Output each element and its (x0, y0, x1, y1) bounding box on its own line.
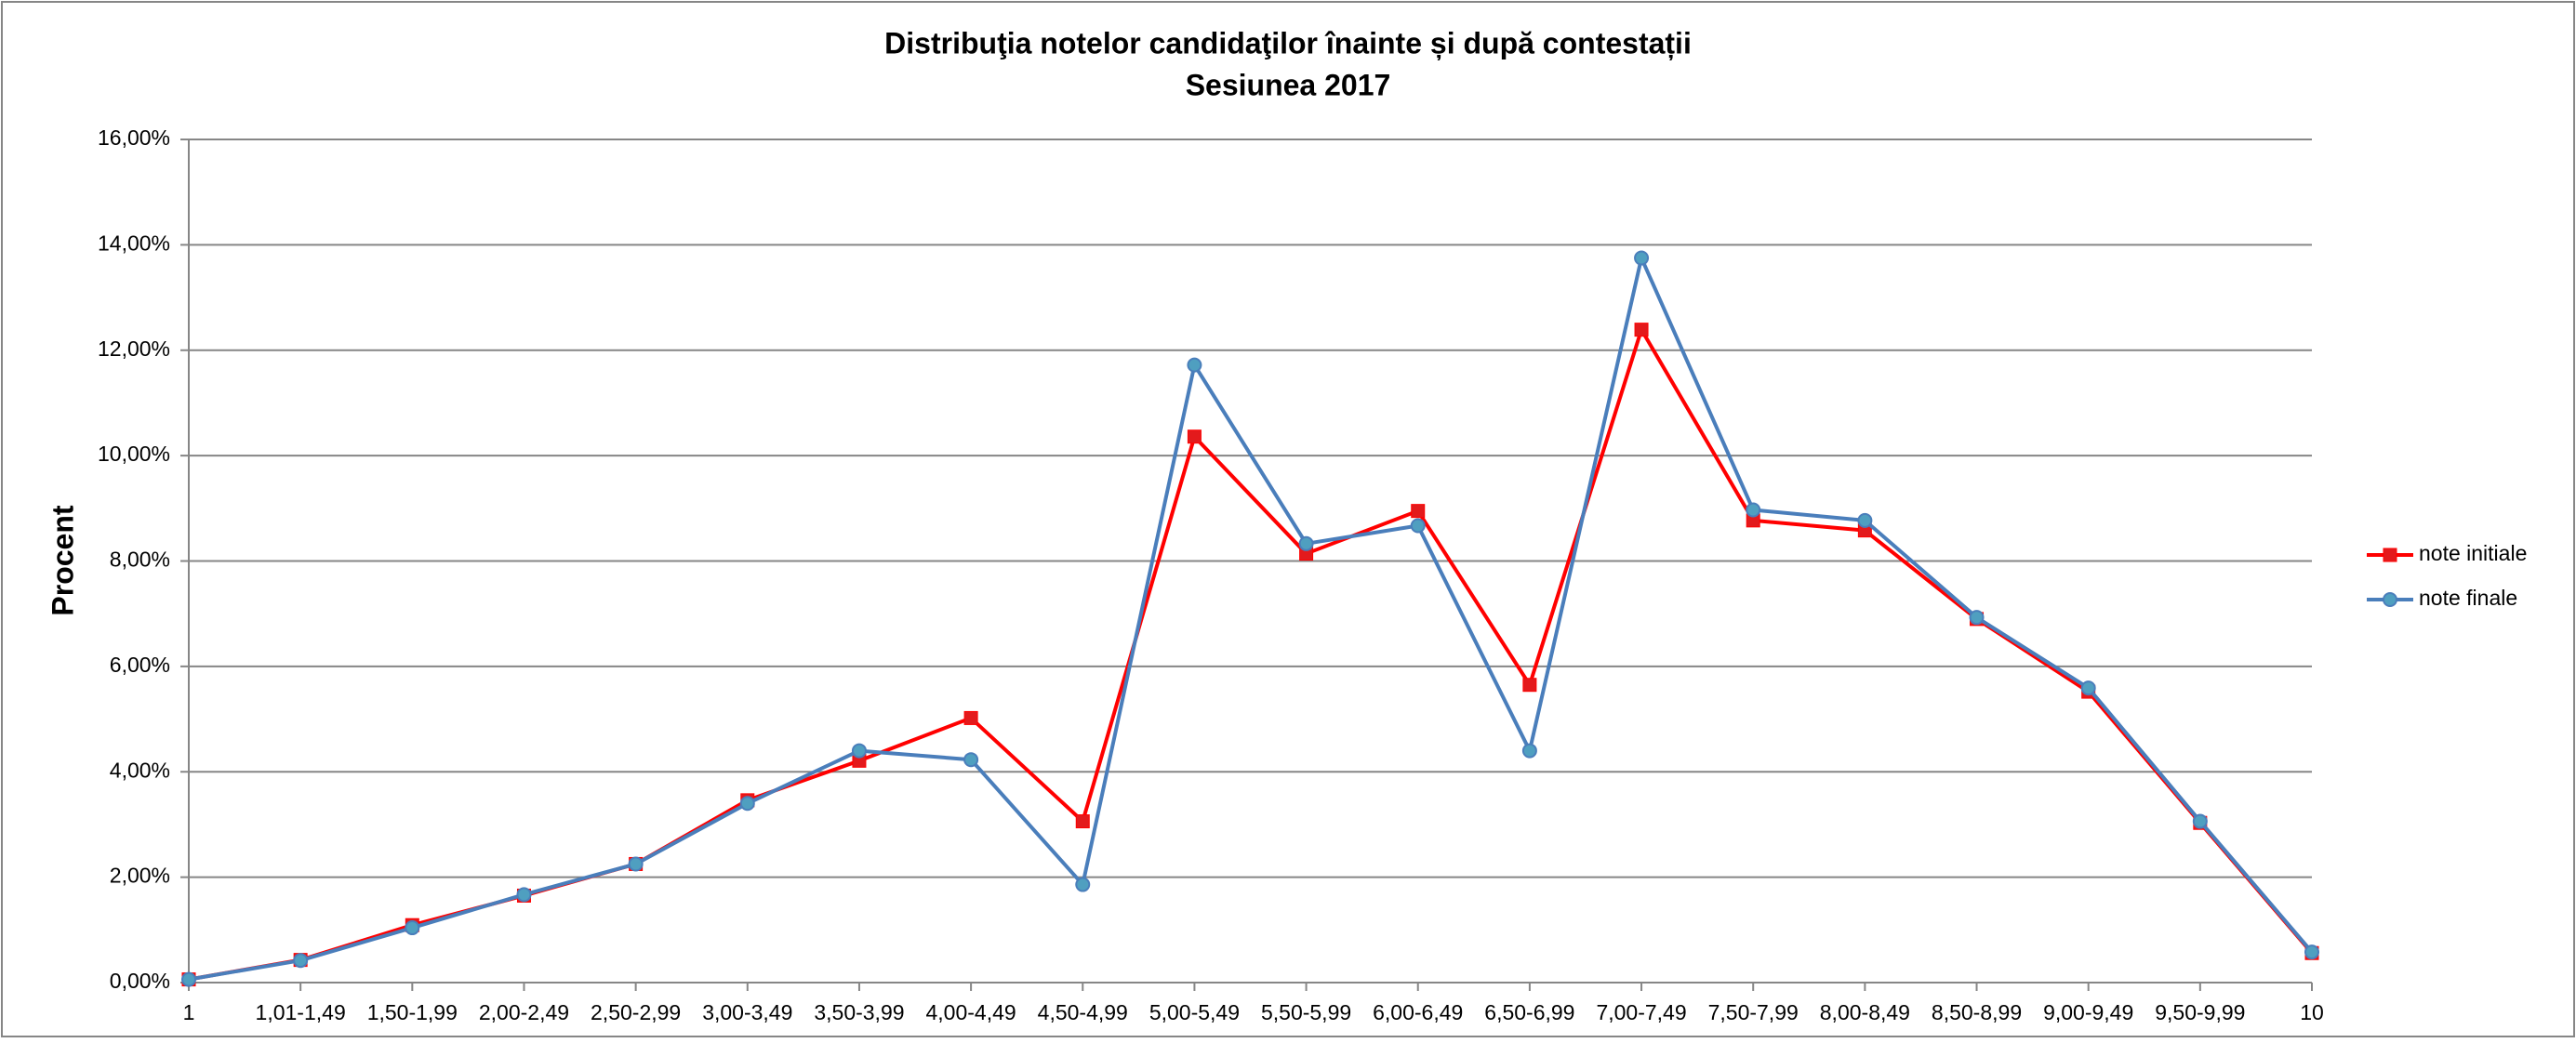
marker (293, 953, 309, 969)
x-tick-label: 8,00-8,49 (1820, 1000, 1910, 1024)
marker (1411, 504, 1426, 519)
x-tick-label: 5,00-5,49 (1149, 1000, 1240, 1024)
chart-subtitle: Sesiunea 2017 (1186, 68, 1391, 101)
marker (1075, 877, 1091, 892)
y-tick-label: 12,00% (98, 337, 170, 361)
x-tick-label: 2,50-2,99 (591, 1000, 681, 1024)
marker (2383, 592, 2397, 607)
marker (1969, 610, 1985, 626)
y-tick-label: 10,00% (98, 442, 170, 466)
marker (2304, 944, 2319, 960)
marker (739, 796, 755, 812)
legend-label: note initiale (2419, 541, 2527, 565)
marker (1410, 518, 1426, 534)
x-tick-label: 1,50-1,99 (367, 1000, 458, 1024)
marker (516, 887, 532, 903)
legend-label: note finale (2419, 586, 2517, 610)
marker (851, 743, 867, 759)
marker (1075, 814, 1090, 829)
marker (1522, 678, 1537, 693)
y-tick-label: 4,00% (110, 758, 170, 782)
x-tick-label: 10 (2300, 1000, 2324, 1024)
x-tick-label: 3,00-3,49 (702, 1000, 792, 1024)
marker (405, 920, 420, 936)
y-tick-label: 2,00% (110, 864, 170, 888)
marker (1298, 535, 1314, 551)
y-tick-label: 0,00% (110, 969, 170, 993)
x-tick-label: 1,01-1,49 (256, 1000, 346, 1024)
series-line (188, 256, 2314, 982)
x-tick-label: 4,50-4,99 (1038, 1000, 1128, 1024)
marker (1187, 429, 1202, 444)
marker (1187, 357, 1202, 373)
x-tick-label: 9,50-9,99 (2155, 1000, 2245, 1024)
marker (963, 752, 979, 768)
marker (2192, 813, 2208, 829)
marker (1634, 250, 1650, 266)
x-tick-label: 6,50-6,99 (1484, 1000, 1574, 1024)
marker (963, 710, 978, 725)
y-axis-label: Procent (46, 505, 79, 615)
x-tick-label: 5,50-5,99 (1261, 1000, 1351, 1024)
y-tick-label: 6,00% (110, 653, 170, 677)
chart-title: Distribuţia notelor candidaţilor înainte… (884, 26, 1692, 59)
marker (1521, 743, 1537, 759)
marker (1746, 502, 1761, 518)
x-tick-label: 1 (183, 1000, 195, 1024)
marker (2080, 680, 2096, 696)
x-tick-label: 4,00-4,49 (926, 1000, 1016, 1024)
marker (2383, 548, 2397, 562)
x-tick-label: 8,50-8,99 (1932, 1000, 2022, 1024)
x-tick-label: 6,00-6,49 (1373, 1000, 1463, 1024)
marker (1857, 512, 1873, 528)
x-tick-label: 3,50-3,99 (814, 1000, 904, 1024)
y-tick-label: 16,00% (98, 125, 170, 150)
y-tick-label: 14,00% (98, 231, 170, 255)
marker (628, 856, 644, 872)
marker (1634, 323, 1649, 337)
x-tick-label: 7,50-7,99 (1708, 1000, 1799, 1024)
x-tick-label: 9,00-9,49 (2043, 1000, 2133, 1024)
x-tick-label: 2,00-2,49 (479, 1000, 569, 1024)
marker (181, 971, 196, 987)
y-tick-label: 8,00% (110, 548, 170, 572)
x-tick-label: 7,00-7,49 (1596, 1000, 1686, 1024)
